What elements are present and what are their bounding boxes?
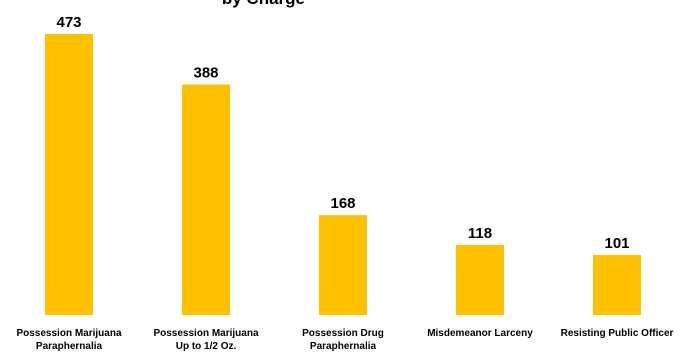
category-label-2-line-1: Possession Marijuana: [153, 328, 258, 339]
bar-4: [456, 244, 504, 315]
category-label-5-line-1: Resisting Public Officer: [561, 328, 674, 339]
value-label-3: 168: [330, 195, 355, 212]
value-label-2: 388: [193, 65, 218, 82]
category-label-1-line-1: Possession Marijuana: [16, 328, 121, 339]
category-label-1-line-2: Paraphernalia: [36, 341, 103, 352]
bar-1: [45, 34, 93, 315]
value-label-4: 118: [468, 225, 492, 242]
category-label-4-line-1: Misdemeanor Larceny: [427, 328, 533, 339]
chart-title: by Charge: [222, 0, 305, 8]
bars-group: [45, 34, 641, 315]
value-label-5: 101: [604, 235, 629, 252]
bar-2: [182, 84, 230, 315]
category-label-2-line-2: Up to 1/2 Oz.: [176, 341, 237, 352]
category-label-3-line-1: Possession Drug: [302, 328, 384, 339]
bar-3: [319, 215, 367, 315]
value-label-1: 473: [56, 14, 81, 31]
category-labels-group: Possession Marijuana Paraphernalia Possess…: [16, 328, 673, 352]
category-label-3-line-2: Paraphernalia: [310, 341, 377, 352]
value-labels-group: 473 388 168 118 101: [56, 14, 629, 252]
bar-5: [593, 255, 641, 315]
